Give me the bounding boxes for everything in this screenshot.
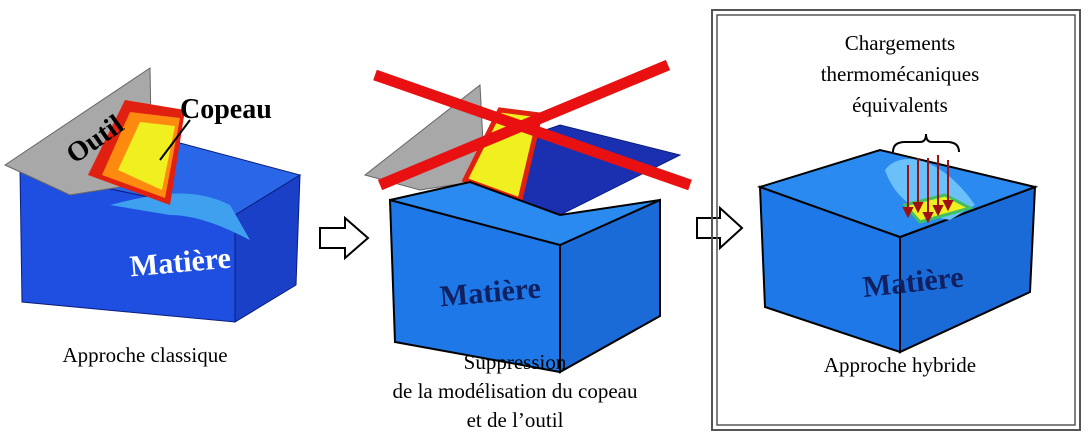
caption-line: et de l’outil (467, 408, 564, 432)
loads-label: équivalents (852, 93, 948, 117)
chip-label: Copeau (180, 94, 272, 125)
loads-label: Chargements (845, 31, 955, 55)
panel-classic: Outil Copeau Matière Approche classique (3, 67, 302, 367)
pointer (159, 119, 191, 161)
panel-suppression: Matière Suppression de la modélisation d… (363, 59, 692, 432)
cut-zone (110, 193, 250, 240)
frame (711, 9, 1081, 431)
panel-hybrid: Chargements thermomécaniques équivalents… (711, 9, 1081, 431)
cross-line (377, 59, 671, 191)
caption: Approche classique (62, 343, 227, 367)
load-arrows (902, 155, 954, 224)
caption-line: Suppression (464, 350, 567, 374)
caption-line: de la modélisation du copeau (393, 379, 638, 403)
cross-line (373, 69, 692, 191)
chip-core (118, 122, 175, 190)
caption: Approche hybride (824, 353, 976, 377)
loads-label: thermomécaniques (821, 62, 980, 86)
frame-inner (716, 14, 1076, 426)
brace (892, 133, 960, 153)
arrow (319, 215, 370, 261)
block-top (389, 180, 661, 247)
block-top (756, 148, 1039, 239)
arrow (696, 205, 744, 251)
